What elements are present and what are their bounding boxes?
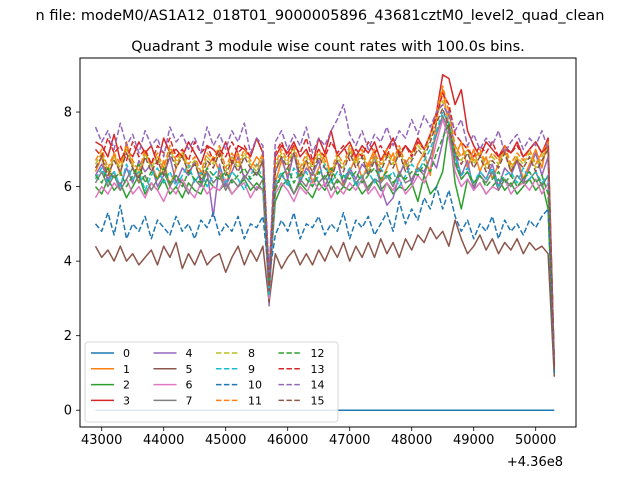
- y-tick-label: 8: [64, 106, 72, 121]
- y-tick-label: 6: [64, 180, 72, 195]
- legend-label-8: 8: [248, 347, 255, 360]
- chart-title: Quadrant 3 module wise count rates with …: [131, 39, 525, 55]
- series-line-15: [94, 107, 556, 370]
- x-tick-label: 48000: [391, 433, 432, 448]
- x-tick-label: 50000: [515, 433, 556, 448]
- legend-label-4: 4: [186, 347, 193, 360]
- plot-frame: [79, 57, 577, 428]
- legend-label-6: 6: [186, 379, 193, 392]
- x-tick-label: 43000: [81, 433, 122, 448]
- y-axis: 0 2 4 6 8: [64, 106, 80, 419]
- series-line-6: [94, 118, 556, 374]
- x-tick-label: 47000: [329, 433, 370, 448]
- x-tick-label: 49000: [453, 433, 494, 448]
- series-line-9: [94, 111, 556, 374]
- x-offset-label: +4.36e8: [507, 455, 563, 470]
- chart-suptitle: n file: modeM0/AS1A12_018T01_9000005896_…: [36, 8, 605, 24]
- y-tick-label: 0: [64, 404, 72, 419]
- x-tick-label: 46000: [267, 433, 308, 448]
- legend-label-0: 0: [123, 347, 130, 360]
- legend-label-5: 5: [186, 363, 193, 376]
- legend-label-15: 15: [311, 394, 325, 407]
- legend-label-9: 9: [248, 363, 255, 376]
- legend-label-12: 12: [311, 347, 325, 360]
- series-line-14: [94, 103, 556, 362]
- legend-label-7: 7: [186, 394, 193, 407]
- legend-label-11: 11: [248, 394, 262, 407]
- legend-box: [84, 341, 339, 423]
- series-lines: [94, 74, 556, 411]
- series-line-5: [94, 219, 556, 377]
- legend-label-2: 2: [123, 379, 130, 392]
- y-tick-label: 4: [64, 255, 72, 270]
- series-line-13: [94, 92, 556, 366]
- series-line-7: [94, 115, 556, 374]
- series-line-10: [94, 185, 556, 374]
- legend-label-13: 13: [311, 363, 325, 376]
- legend-label-10: 10: [248, 379, 262, 392]
- x-tick-label: 44000: [143, 433, 184, 448]
- series-line-12: [94, 122, 556, 370]
- legend-label-14: 14: [311, 379, 325, 392]
- x-axis: 43000 44000 45000 46000 47000 48000 49000 50000: [81, 427, 556, 448]
- legend-label-3: 3: [123, 394, 130, 407]
- y-tick-label: 2: [64, 329, 72, 344]
- legend-label-1: 1: [123, 363, 130, 376]
- series-line-11: [94, 85, 556, 366]
- x-tick-label: 45000: [205, 433, 246, 448]
